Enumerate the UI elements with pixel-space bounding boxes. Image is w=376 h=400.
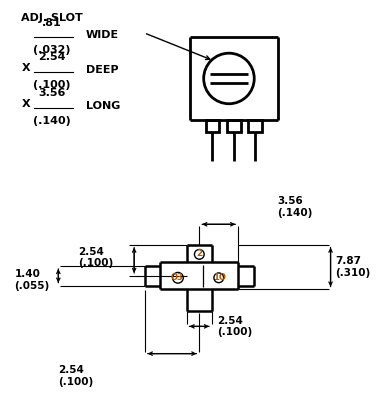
Text: (.100): (.100) xyxy=(33,80,70,90)
Text: 3.56
(.140): 3.56 (.140) xyxy=(277,196,312,218)
Text: 2: 2 xyxy=(196,249,202,258)
Bar xyxy=(227,120,241,132)
Circle shape xyxy=(214,273,224,283)
Text: (.032): (.032) xyxy=(33,46,70,56)
Text: 1.40
(.055): 1.40 (.055) xyxy=(15,269,50,290)
Text: DEEP: DEEP xyxy=(86,65,118,75)
Text: ADJ. SLOT: ADJ. SLOT xyxy=(21,13,83,23)
Text: 2.54: 2.54 xyxy=(38,52,65,62)
Text: O3: O3 xyxy=(171,273,183,282)
Text: 2.54
(.100): 2.54 (.100) xyxy=(217,316,252,337)
Text: WIDE: WIDE xyxy=(86,30,119,40)
Circle shape xyxy=(194,250,204,259)
Text: 1O: 1O xyxy=(213,273,226,282)
Bar xyxy=(206,120,219,132)
Text: 2.54
(.100): 2.54 (.100) xyxy=(58,365,94,387)
Text: X: X xyxy=(21,99,30,109)
Text: 7.87
(.310): 7.87 (.310) xyxy=(335,256,371,278)
Text: 3.56: 3.56 xyxy=(38,88,65,98)
Text: (.140): (.140) xyxy=(33,116,70,126)
Text: 2.54
(.100): 2.54 (.100) xyxy=(78,247,113,268)
Text: LONG: LONG xyxy=(86,101,120,111)
Circle shape xyxy=(173,272,183,283)
Text: .81: .81 xyxy=(42,18,61,28)
Circle shape xyxy=(204,53,254,104)
Text: X: X xyxy=(21,63,30,73)
Bar xyxy=(249,120,262,132)
